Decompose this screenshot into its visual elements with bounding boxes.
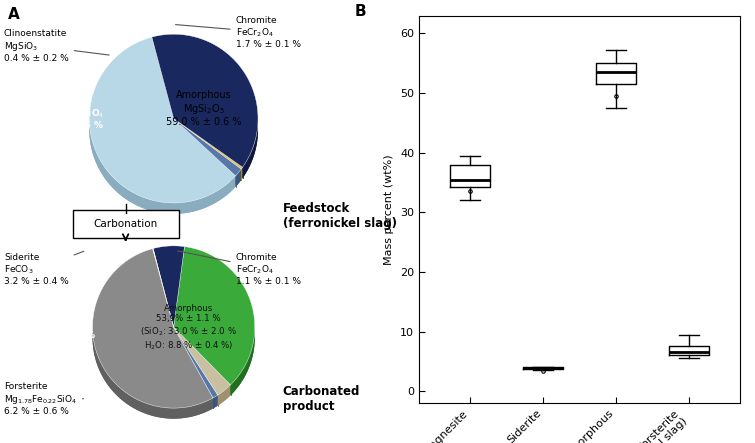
Text: Forsterite
Mg$_{1.78}$Fe$_{0.22}$SiO$_4$
6.2 % ± 0.6 %: Forsterite Mg$_{1.78}$Fe$_{0.22}$SiO$_4$… [4, 382, 84, 416]
Polygon shape [174, 119, 242, 176]
Text: Amorphous
MgSi$_2$O$_5$
59.0 % ± 0.6 %: Amorphous MgSi$_2$O$_5$ 59.0 % ± 0.6 % [166, 90, 242, 127]
Polygon shape [153, 259, 174, 338]
Polygon shape [174, 129, 242, 180]
Text: Feedstock
(ferronickel slag): Feedstock (ferronickel slag) [282, 202, 396, 229]
Text: B: B [355, 4, 366, 19]
Polygon shape [174, 119, 242, 169]
Polygon shape [153, 246, 184, 327]
Polygon shape [89, 37, 236, 203]
Polygon shape [236, 169, 242, 187]
Text: Amorphous
53,9% ± 1.1 %
(SiO$_2$: 33.0 % ± 2.0 %
H$_2$O: 8.8 % ± 0.4 %): Amorphous 53,9% ± 1.1 % (SiO$_2$: 33.0 %… [140, 304, 237, 352]
FancyBboxPatch shape [72, 210, 179, 238]
Polygon shape [218, 385, 230, 406]
Text: Magnesite
MgCO$_3$
35.5 % ± 1.1 %: Magnesite MgCO$_3$ 35.5 % ± 1.1 % [19, 306, 95, 341]
Polygon shape [93, 329, 213, 419]
Polygon shape [153, 256, 184, 338]
Polygon shape [174, 338, 218, 408]
Polygon shape [174, 257, 254, 395]
Polygon shape [152, 45, 258, 178]
Text: Carbonated
product: Carbonated product [282, 385, 360, 413]
Y-axis label: Mass percent (wt%): Mass percent (wt%) [384, 154, 394, 264]
Polygon shape [174, 247, 254, 385]
Text: Siderite
FeCO$_3$
3.2 % ± 0.4 %: Siderite FeCO$_3$ 3.2 % ± 0.4 % [4, 251, 84, 286]
Polygon shape [174, 129, 242, 187]
Text: Carbonation: Carbonation [94, 219, 158, 229]
Polygon shape [153, 249, 174, 327]
Text: Forsterite
Mg$_{1.78}$Fe$_{0.22}$SiO$_4$
39.0 % ± 0.5 %: Forsterite Mg$_{1.78}$Fe$_{0.22}$SiO$_4$… [26, 96, 104, 130]
Text: Chromite
FeCr$_2$O$_4$
1.1 % ± 0.1 %: Chromite FeCr$_2$O$_4$ 1.1 % ± 0.1 % [177, 251, 300, 286]
Text: Chromite
FeCr$_2$O$_4$
1.7 % ± 0.1 %: Chromite FeCr$_2$O$_4$ 1.7 % ± 0.1 % [175, 16, 300, 49]
Polygon shape [230, 327, 254, 395]
Text: Clinoenstatite
MgSiO$_3$
0.4 % ± 0.2 %: Clinoenstatite MgSiO$_3$ 0.4 % ± 0.2 % [4, 29, 109, 63]
Polygon shape [152, 34, 258, 167]
Polygon shape [242, 120, 258, 178]
Polygon shape [93, 259, 213, 419]
Polygon shape [89, 48, 236, 214]
Polygon shape [89, 119, 236, 214]
Polygon shape [174, 327, 230, 395]
Polygon shape [174, 327, 218, 398]
Polygon shape [174, 338, 230, 406]
Text: A: A [8, 7, 20, 22]
Polygon shape [93, 249, 213, 408]
Polygon shape [213, 395, 218, 408]
